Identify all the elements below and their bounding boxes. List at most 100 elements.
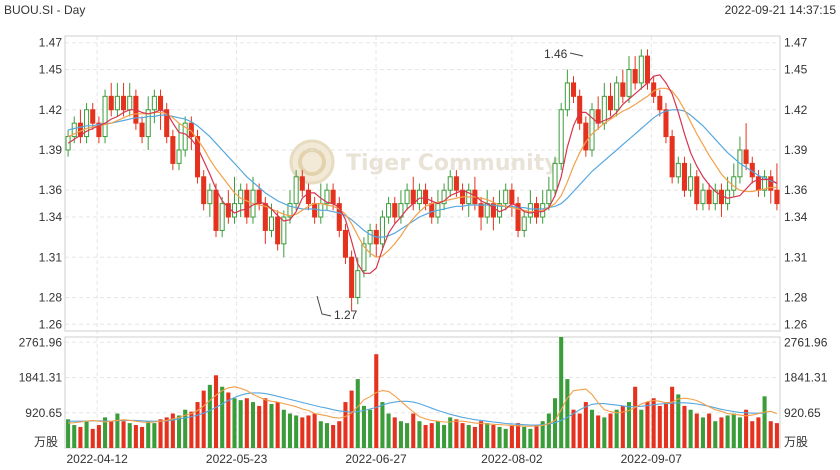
candle-body [607, 95, 614, 111]
volume-bar [768, 421, 773, 448]
candle-body [392, 203, 398, 218]
candle-body [158, 95, 164, 111]
candle-body [663, 109, 669, 138]
volume-bar [380, 402, 385, 448]
volume-bar [571, 409, 576, 448]
candle-body [478, 203, 484, 218]
price-tick-label-left: 1.42 [39, 103, 63, 117]
candle-body [213, 189, 219, 231]
volume-bar [226, 392, 231, 448]
volume-bar [491, 425, 496, 448]
candle-body [620, 82, 626, 97]
candle-body [379, 216, 385, 245]
volume-bar [694, 413, 699, 448]
candlestick-series [65, 49, 780, 311]
volume-bar [287, 413, 293, 448]
volume-bar [639, 409, 644, 448]
volume-average-lines [68, 386, 778, 427]
candle-body [669, 136, 675, 178]
candle-body [386, 203, 392, 218]
volume-bar [608, 413, 613, 448]
price-tick-label-left: 1.28 [39, 290, 63, 304]
candle-body [577, 95, 583, 124]
candle-body [441, 189, 447, 205]
candle-body [521, 216, 527, 231]
price-tick-label-right: 1.42 [784, 103, 808, 117]
volume-bar [503, 428, 508, 448]
candle-body [293, 176, 299, 205]
date-tick-label: 2022-04-12 [66, 452, 128, 466]
volume-bar [454, 419, 459, 448]
volume-bar [78, 426, 83, 448]
candle-body [324, 189, 330, 205]
candle-body [453, 176, 459, 191]
volume-bar [213, 375, 219, 448]
volume-bar [626, 402, 632, 448]
volume-bar [589, 409, 595, 448]
volume-bar [152, 423, 157, 448]
candle-body [429, 203, 435, 218]
ma20-line [67, 109, 778, 238]
candle-body [712, 189, 718, 205]
candle-body [349, 256, 355, 298]
volume-bar [472, 426, 477, 448]
volume-bar [349, 390, 354, 448]
volume-bar [195, 402, 200, 448]
candle-body [287, 203, 293, 218]
volume-bar [497, 426, 502, 448]
date-tick-label: 2022-08-02 [481, 452, 543, 466]
annotations: 1.46 1.27 [316, 47, 584, 322]
volume-panel-frame [64, 336, 781, 449]
volume-bar [183, 409, 188, 448]
ma5-line [67, 74, 778, 274]
candle-body [490, 203, 496, 218]
volume-bar [220, 386, 225, 448]
volume-bar [429, 423, 434, 448]
volume-bar [583, 402, 588, 448]
volume-bar [189, 411, 194, 448]
candle-body [404, 189, 410, 205]
candle-body [96, 122, 102, 138]
volume-bar [750, 421, 755, 448]
volume-bar [127, 423, 132, 448]
candle-body [127, 95, 133, 111]
volume-bar [66, 419, 71, 448]
candle-body [718, 189, 724, 205]
candle-body [219, 203, 225, 231]
volume-bar [109, 421, 114, 448]
volume-bar [614, 409, 619, 448]
volume-bar [300, 417, 305, 448]
candle-body [632, 69, 638, 84]
price-axis-left: 1.47 1.45 1.42 1.39 1.36 1.34 1.31 1.28 1.26 [39, 36, 63, 332]
candle-body [90, 109, 96, 124]
candle-body [361, 243, 367, 272]
volume-bar [528, 428, 533, 448]
candle-body [552, 162, 558, 191]
low-annotation-label: 1.27 [334, 308, 358, 322]
volume-bar [417, 421, 422, 448]
volume-bar [620, 405, 625, 448]
vol-ma10-line [68, 392, 765, 426]
price-tick-label-left: 1.36 [39, 183, 63, 197]
price-tick-label-right: 1.36 [784, 183, 808, 197]
candle-body [570, 82, 577, 97]
candle-body [731, 176, 737, 191]
candle-body [164, 109, 170, 138]
candle-body [207, 189, 213, 205]
volume-bar [201, 390, 206, 448]
candle-body [108, 95, 114, 111]
candle-body [114, 95, 120, 111]
volume-bar [96, 425, 101, 448]
volume-bar [318, 421, 323, 448]
volume-bar [133, 425, 138, 448]
tiger-community-watermark: Tiger Community [289, 139, 559, 185]
volume-bar [663, 402, 669, 448]
volume-bar [312, 413, 317, 448]
volume-tick-label-left: 2761.96 [19, 335, 63, 349]
candle-body [145, 109, 151, 138]
volume-bar [540, 421, 545, 448]
volume-bar [442, 425, 447, 448]
volume-bar [115, 413, 120, 448]
candle-body [614, 82, 620, 111]
volume-bar [121, 421, 126, 448]
